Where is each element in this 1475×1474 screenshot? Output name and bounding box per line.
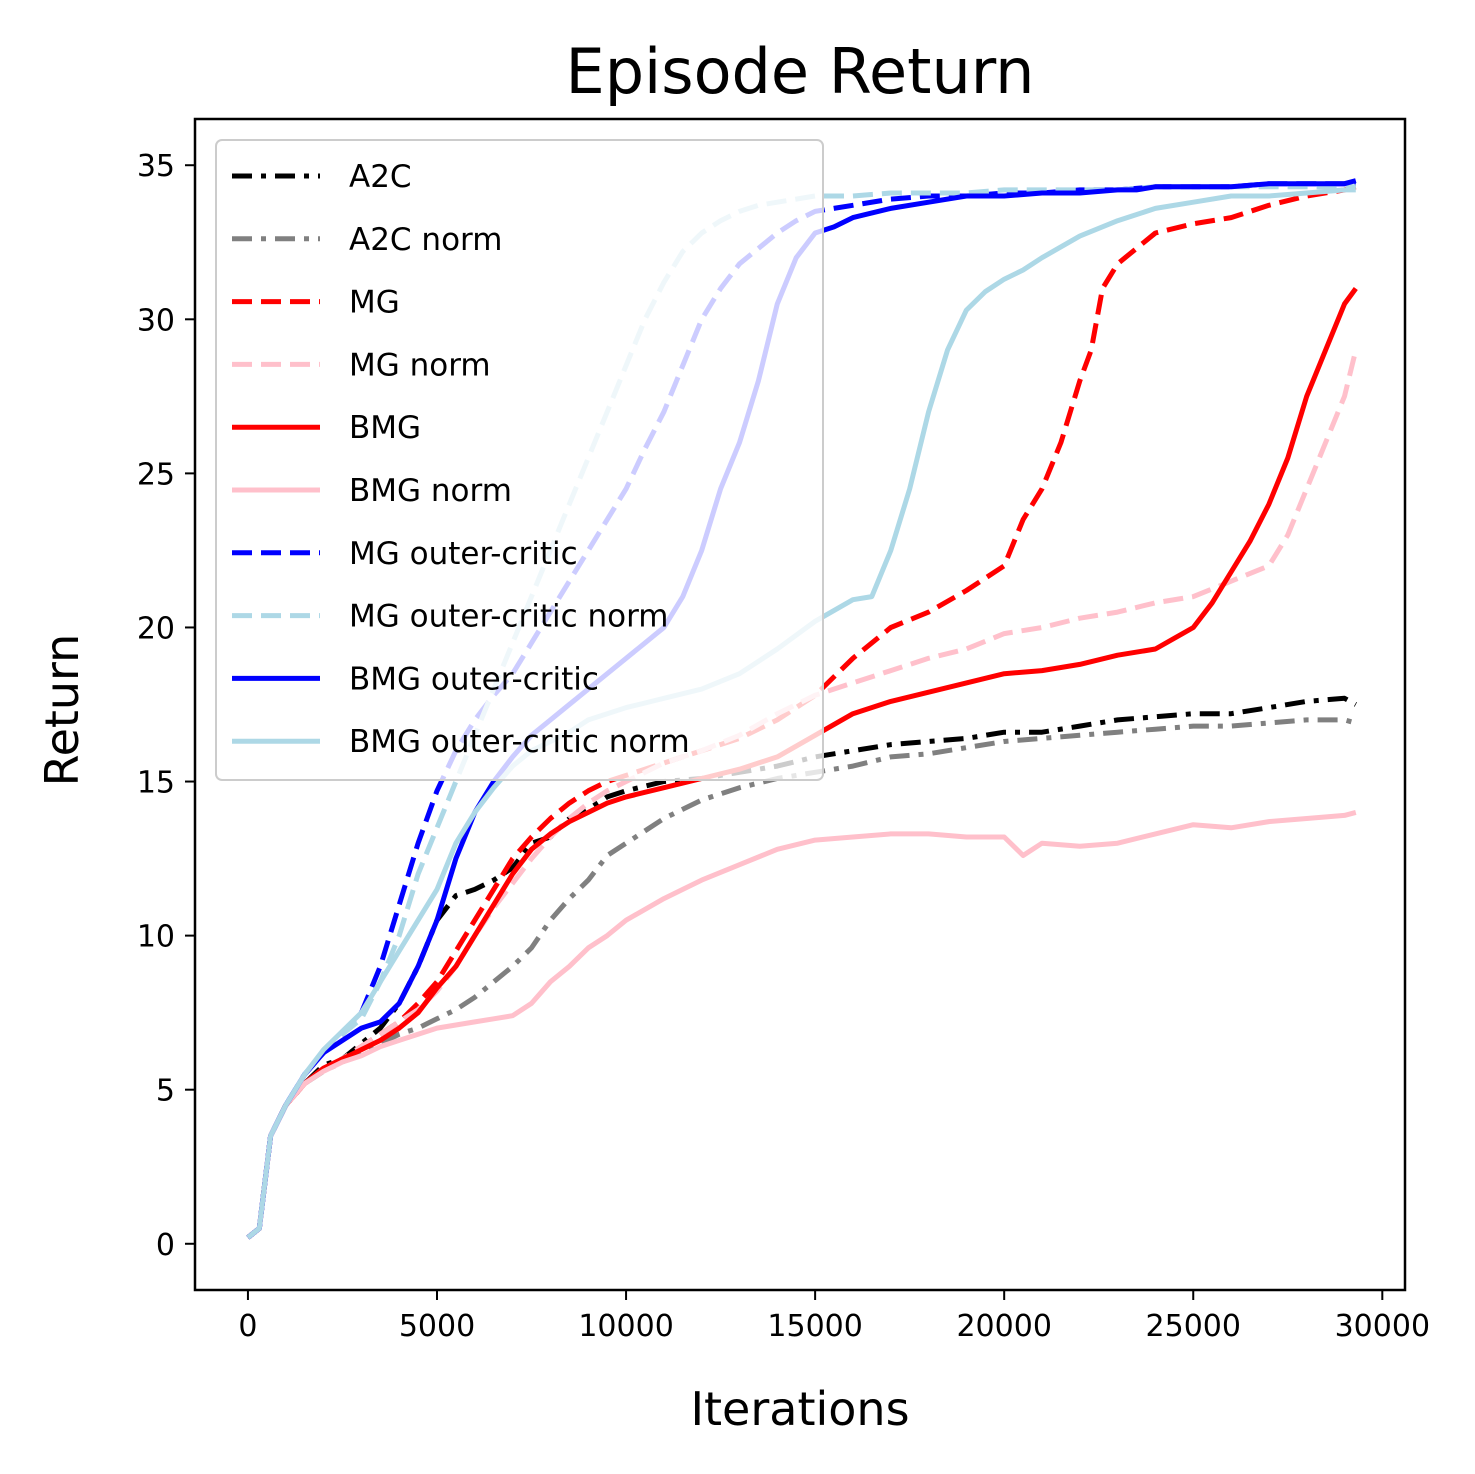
chart-title: Episode Return [566,35,1035,108]
y-tick-label: 20 [137,611,175,646]
legend-label-bmg-outer-critic-norm: BMG outer-critic norm [349,724,690,760]
y-axis-label: Return [35,634,89,787]
legend-label-bmg-outer-critic: BMG outer-critic [349,661,599,697]
x-tick-label: 0 [238,1309,257,1344]
legend: A2C A2C norm MG MG norm BMG BMG norm MG outer-… [215,139,824,781]
legend-label-a2c-norm: A2C norm [349,222,502,258]
legend-label-mg-outer-critic-norm: MG outer-critic norm [349,599,669,635]
legend-label-mg-norm: MG norm [349,347,491,383]
legend-label-bmg-norm: BMG norm [349,473,512,509]
y-tick-label: 0 [156,1228,175,1263]
legend-label-a2c: A2C [349,159,412,195]
x-tick-label: 30000 [1335,1309,1430,1344]
plot-frame [193,117,1407,1292]
series-line-a2c [246,695,1358,1240]
legend-label-mg: MG [349,285,400,321]
series-line-bmg [246,287,1358,1240]
y-tick-label: 25 [137,457,175,492]
x-tick-label: 25000 [1146,1309,1241,1344]
y-tick-label: 5 [156,1074,175,1109]
y-tick-label: 35 [137,149,175,184]
x-tick-label: 5000 [399,1309,475,1344]
legend-label-mg-outer-critic: MG outer-critic [349,536,578,572]
x-tick-label: 10000 [578,1309,673,1344]
legend-box [215,139,824,781]
y-tick-label: 10 [137,920,175,955]
legend-label-bmg: BMG [349,410,421,446]
x-axis-label: Iterations [690,1382,909,1436]
y-tick-label: 15 [137,766,175,801]
y-tick-label: 30 [137,303,175,338]
x-tick-label: 15000 [767,1309,862,1344]
series-line-bmg-norm [246,809,1357,1240]
axis-ticks: 0 5000 10000 15000 20000 25000 30000 0 5 10 15 20 25… [137,149,1430,1344]
x-tick-label: 20000 [956,1309,1051,1344]
